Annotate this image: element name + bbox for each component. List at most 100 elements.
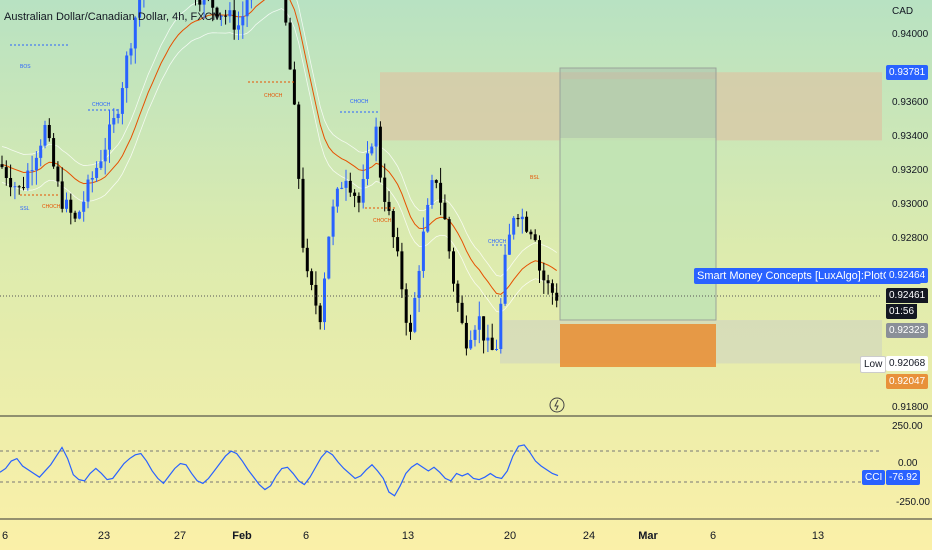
candle-body (284, 0, 288, 23)
candle-body (39, 145, 43, 158)
low-label: Low (860, 356, 887, 373)
candle-body (331, 206, 335, 237)
price-tick: 0.91800 (892, 402, 929, 413)
candle-body (120, 88, 124, 114)
candle-body (353, 192, 357, 196)
time-label: 24 (582, 530, 596, 542)
candle-body (473, 329, 477, 340)
candle-body (318, 305, 322, 323)
ema-line (1, 0, 557, 295)
candle-body (288, 22, 292, 70)
candle-body (538, 240, 541, 271)
time-label: Mar (638, 530, 658, 542)
candle-body (456, 283, 460, 303)
candle-body (348, 180, 352, 193)
price-tick: 0.93200 (892, 165, 929, 176)
low-value-badge: 0.92068 (886, 356, 929, 371)
choch-label: CHOCH (488, 239, 507, 245)
time-label: Feb (232, 530, 252, 542)
cci-label: CCI (862, 470, 886, 485)
candle-body (297, 104, 301, 179)
candle-body (26, 170, 30, 188)
candle-body (245, 0, 249, 17)
tp-overlap-zone (560, 68, 716, 138)
cci-tick: -250.00 (896, 497, 930, 508)
candle-body (447, 219, 451, 252)
candle-body (82, 201, 86, 212)
candle-body (224, 15, 228, 17)
time-label: 13 (811, 530, 825, 542)
candle-body (400, 251, 404, 290)
candle-body (211, 0, 215, 8)
candle-body (430, 180, 434, 205)
cci-line (0, 444, 559, 497)
choch-label: CHOCH (42, 204, 61, 210)
price-tick: 0.93600 (892, 97, 929, 108)
candle-body (301, 178, 305, 248)
candle-body (17, 186, 21, 188)
candle-body (409, 322, 412, 332)
candle-body (133, 17, 137, 49)
candle-body (292, 69, 296, 105)
choch-label: CHOCH (264, 93, 283, 99)
candle-body (499, 303, 503, 350)
candle-body (241, 16, 245, 26)
candle-body (477, 316, 481, 330)
candle-body (323, 278, 326, 323)
candle-body (396, 237, 400, 252)
candle-body (344, 180, 348, 188)
countdown-badge: 01:56 (886, 304, 918, 319)
candle-body (464, 322, 468, 349)
candle-body (228, 10, 232, 17)
stop-loss-zone (560, 324, 716, 368)
candle-body (443, 202, 447, 220)
candle-body (555, 292, 559, 301)
zone-price-badge: 0.92323 (886, 323, 929, 338)
candle-body (366, 153, 369, 179)
candle-body (219, 15, 223, 17)
candle-body (314, 284, 318, 306)
candle-body (69, 199, 73, 213)
last-price-badge: 0.92461 (886, 288, 929, 303)
cci-value-badge: -76.92 (886, 470, 921, 485)
candle-body (47, 124, 51, 139)
candle-body (490, 337, 494, 350)
time-label: 23 (97, 530, 111, 542)
price-tick: 0.94000 (892, 29, 929, 40)
candle-body (417, 270, 421, 298)
candle-body (404, 289, 408, 323)
candle-body (0, 164, 4, 168)
candle-body (112, 118, 116, 125)
candle-body (486, 337, 490, 341)
candle-body (529, 231, 533, 235)
candle-body (22, 187, 25, 189)
candle-body (495, 349, 498, 351)
candle-body (129, 48, 133, 56)
candle-body (383, 177, 387, 202)
candle-body (90, 177, 94, 180)
candle-body (434, 180, 438, 183)
replay-icon[interactable] (549, 397, 565, 413)
time-label: 20 (503, 530, 517, 542)
symbol-title: Australian Dollar/Canadian Dollar, 4h, F… (4, 11, 222, 23)
candle-body (198, 0, 202, 5)
candle-body (439, 182, 443, 203)
candle-body (77, 211, 81, 219)
candle-body (30, 170, 34, 172)
currency-label: CAD (892, 6, 914, 17)
candle-body (305, 247, 309, 272)
candle-body (335, 188, 339, 207)
price-tick: 0.93400 (892, 131, 929, 142)
candle-body (550, 283, 554, 293)
take-profit-zone (560, 79, 716, 321)
candle-body (215, 7, 219, 17)
candle-body (237, 25, 240, 30)
candle-body (378, 126, 382, 178)
indicator-label-badge: Smart Money Concepts [LuxAlgo]:PlotCandl… (694, 268, 921, 284)
candle-body (73, 212, 77, 219)
candle-body (452, 251, 455, 284)
candle-body (4, 167, 8, 178)
candle-body (357, 195, 361, 203)
candle-body (125, 55, 129, 89)
choch-label: CHOCH (373, 218, 392, 224)
